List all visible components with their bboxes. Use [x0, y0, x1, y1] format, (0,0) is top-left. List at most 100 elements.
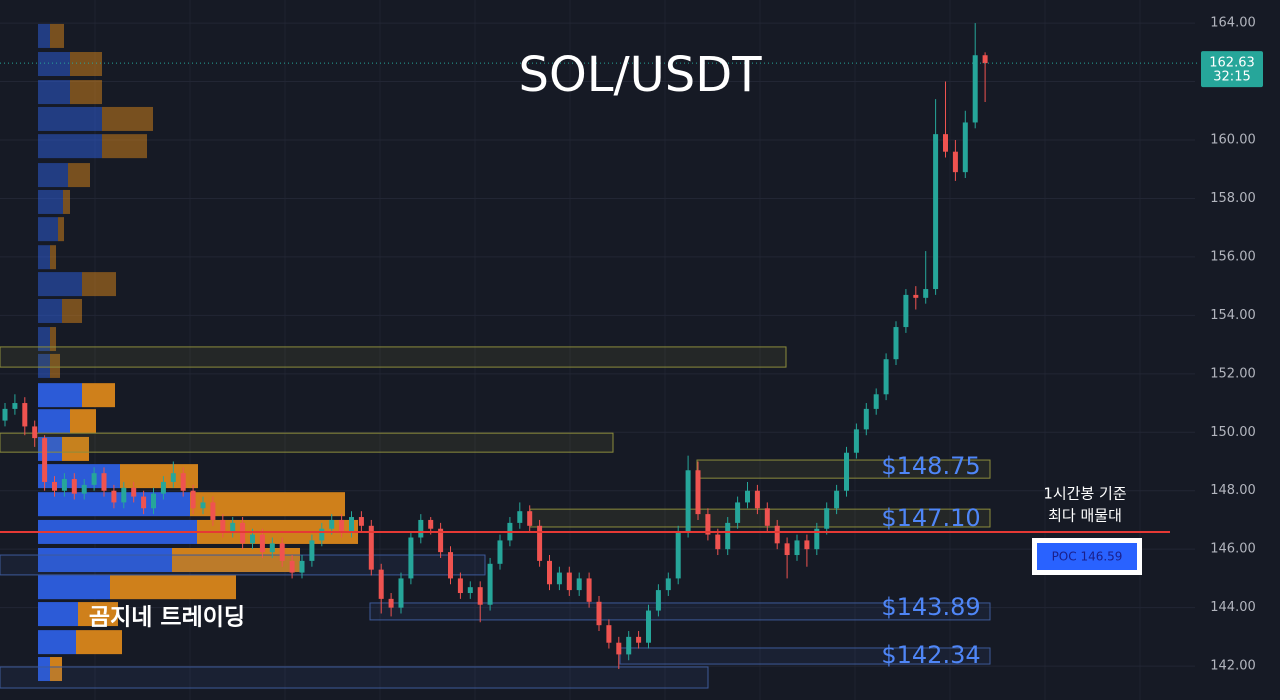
- candle-body: [477, 587, 483, 605]
- profile-sell: [50, 657, 62, 682]
- y-tick-label: 152.00: [1210, 366, 1256, 381]
- candle-body: [101, 473, 107, 491]
- candle-body: [735, 502, 741, 523]
- candle-body: [12, 403, 18, 409]
- y-tick-label: 146.00: [1210, 542, 1256, 557]
- candle-body: [42, 438, 48, 482]
- profile-buy: [38, 106, 102, 131]
- zone-label: $143.89: [881, 593, 980, 621]
- candle-body: [32, 426, 38, 439]
- candle-body: [210, 502, 216, 520]
- profile-buy: [38, 163, 68, 188]
- candle-body: [339, 519, 345, 532]
- profile-sell: [78, 602, 118, 627]
- candle-body: [259, 534, 265, 553]
- candle-body: [863, 408, 869, 430]
- profile-sell: [62, 436, 89, 461]
- candle-body: [378, 569, 384, 599]
- vertical-grid: [94, 0, 1141, 700]
- candle-body: [438, 528, 444, 553]
- profile-sell: [82, 383, 115, 408]
- candle-body: [457, 578, 463, 594]
- candle-body: [279, 543, 285, 561]
- profile-buy: [38, 52, 70, 77]
- candle-body: [962, 122, 968, 173]
- poc-label: POC 146.59: [1052, 550, 1123, 564]
- candle-body: [972, 55, 978, 123]
- candle-body: [497, 540, 503, 564]
- y-tick-label: 148.00: [1210, 483, 1256, 498]
- profile-sell: [76, 630, 122, 655]
- profile-buy: [38, 245, 50, 270]
- candle-body: [764, 508, 770, 526]
- profile-buy: [38, 272, 82, 297]
- profile-sell: [50, 353, 60, 378]
- candle-body: [230, 522, 236, 532]
- candle-body: [160, 481, 166, 494]
- y-tick-label: 142.00: [1210, 659, 1256, 674]
- candle-body: [834, 490, 840, 509]
- candle-body: [754, 490, 760, 509]
- plot: 142.00 144.00 146.00 148.00 150.00 152.00 154.…: [0, 16, 1263, 689]
- profile-sell: [102, 134, 147, 159]
- candle-body: [616, 642, 622, 655]
- profile-buy: [38, 134, 102, 159]
- candle-body: [576, 578, 582, 591]
- candle-body: [309, 540, 315, 561]
- candle-body: [388, 598, 394, 608]
- profile-sell: [70, 409, 96, 434]
- candle-body: [170, 473, 176, 482]
- candle-body: [319, 528, 325, 541]
- zone-label: $148.75: [881, 452, 980, 480]
- y-tick-label: 160.00: [1210, 133, 1256, 148]
- candle-body: [626, 636, 632, 655]
- y-tick-label: 154.00: [1210, 308, 1256, 323]
- candle-body: [269, 543, 275, 553]
- zone: [619, 647, 991, 665]
- profile-buy: [38, 630, 76, 655]
- profile-buy: [38, 436, 62, 461]
- zone: [696, 459, 991, 479]
- candle-body: [913, 294, 919, 298]
- chart-title: SOL/USDT: [518, 47, 762, 103]
- candle-body: [725, 522, 731, 550]
- poc-box: [1037, 543, 1137, 570]
- candle-body: [636, 636, 642, 643]
- candle-body: [190, 490, 196, 509]
- candle-body: [289, 560, 295, 573]
- profile-buy: [38, 383, 82, 408]
- profile-sell: [50, 245, 56, 270]
- candle-body: [655, 590, 661, 611]
- candle-body: [52, 481, 57, 491]
- candle-body: [883, 359, 889, 395]
- price-tag-countdown: 32:15: [1213, 70, 1250, 85]
- profile-buy: [38, 298, 62, 323]
- profile-sell: [58, 217, 64, 242]
- profile-buy: [38, 602, 78, 627]
- candle-body: [349, 517, 354, 532]
- candle-body: [408, 537, 414, 579]
- profile-sell: [190, 492, 345, 517]
- candle-body: [2, 408, 8, 421]
- profile-sell: [82, 272, 116, 297]
- candle-body: [71, 479, 77, 494]
- profile-buy: [38, 548, 172, 572]
- profile-buy: [38, 217, 58, 242]
- profile-sell: [62, 298, 82, 323]
- candle-body: [715, 534, 721, 550]
- zone-label: $147.10: [881, 504, 980, 532]
- candle-body: [180, 473, 186, 491]
- candle-body: [705, 514, 711, 535]
- candle-body: [903, 294, 909, 328]
- candle-body: [952, 151, 958, 173]
- candle-body: [794, 540, 800, 556]
- price-tag: [1201, 51, 1263, 88]
- candle-body: [121, 487, 127, 503]
- candle-body: [61, 479, 67, 491]
- y-tick-label: 158.00: [1210, 191, 1256, 206]
- candle-body: [329, 519, 335, 529]
- candle-body: [537, 525, 543, 561]
- candle-body: [844, 452, 849, 491]
- candle-body: [566, 572, 572, 591]
